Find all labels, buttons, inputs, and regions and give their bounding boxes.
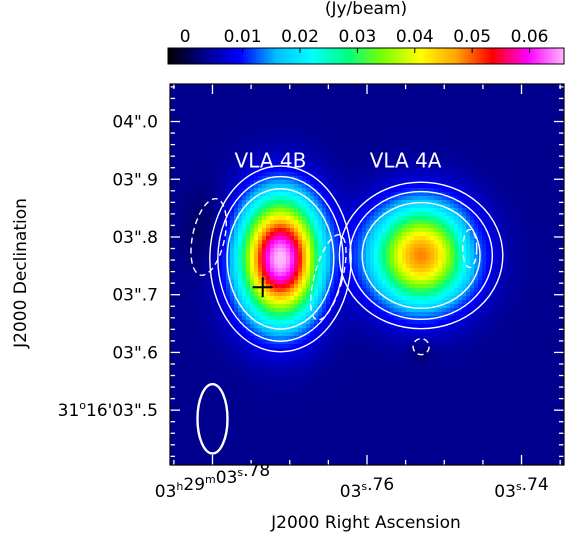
contour-negative <box>412 337 430 356</box>
contour-positive <box>349 190 494 321</box>
position-marker <box>252 277 273 298</box>
x-tick-label: 03s.76 <box>340 475 394 502</box>
colorbar: (Jy/beam) 0 0.01 0.02 0.03 0.04 0.05 0.06 <box>167 0 565 65</box>
x-tick-labels: 03h29m03s.78 03s.76 03s.74 <box>155 461 549 502</box>
y-tick-label: 04".0 <box>112 113 158 133</box>
colorbar-tick-label: 0.02 <box>281 27 319 47</box>
y-tick-label: 31o16'03".5 <box>58 399 158 421</box>
contour-negative <box>462 228 478 269</box>
colorbar-tick-label: 0.05 <box>453 27 491 47</box>
beam-ellipse-shape <box>196 382 229 455</box>
colorbar-label: (Jy/beam) <box>325 0 407 19</box>
heatmap <box>170 84 564 465</box>
colorbar-tick-label: 0.06 <box>511 27 549 47</box>
y-tick-label: 03".9 <box>112 170 158 190</box>
colorbar-gradient <box>167 47 565 65</box>
source-label: VLA 4A <box>370 149 442 173</box>
annotations: VLA 4B VLA 4A <box>235 149 442 173</box>
colorbar-tick-label: 0.01 <box>224 27 262 47</box>
colorbar-tick-label: 0.03 <box>338 27 376 47</box>
axis-ticks <box>170 84 564 465</box>
source-label: VLA 4B <box>235 149 307 173</box>
x-tick-label: 03h29m03s.78 <box>155 461 270 502</box>
contour-negative <box>190 197 227 276</box>
contour-positive <box>217 175 344 342</box>
y-axis-label: J2000 Declination <box>11 198 31 349</box>
beam-ellipse <box>196 382 229 455</box>
contour-positive <box>361 201 481 310</box>
contour-negative <box>309 234 347 321</box>
y-tick-labels: 31o16'03".5 03".6 03".7 03".8 03".9 04".0 <box>58 113 158 422</box>
plot-frame <box>169 83 565 466</box>
y-tick-label: 03".6 <box>112 343 158 363</box>
y-tick-label: 03".8 <box>112 228 158 248</box>
colorbar-tick-label: 0.04 <box>396 27 434 47</box>
plot-panel: VLA 4B VLA 4A <box>169 83 565 466</box>
colorbar-tick-labels: 0 0.01 0.02 0.03 0.04 0.05 0.06 <box>180 27 549 47</box>
x-tick-label: 03s.74 <box>494 475 548 502</box>
contour-positive <box>226 188 335 330</box>
contour-positive <box>209 165 352 353</box>
contours <box>190 165 504 356</box>
x-axis-label: J2000 Right Ascension <box>270 513 461 533</box>
colorbar-tick-label: 0 <box>180 27 191 47</box>
colorbar-ticks <box>184 48 531 53</box>
y-tick-label: 03".7 <box>112 286 158 306</box>
contour-positive <box>338 181 504 330</box>
